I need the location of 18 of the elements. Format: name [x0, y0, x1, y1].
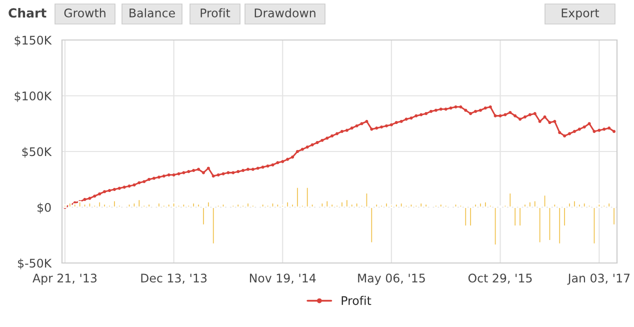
x-tick-label: Jan 03, '17 — [567, 274, 630, 285]
text: Profit — [200, 8, 230, 18]
y-tick-label: $0 — [38, 202, 51, 214]
y-tick-label: $150K — [14, 36, 52, 46]
x-tick-label: Oct 29, '15 — [468, 274, 532, 284]
y-tick-label: $50K — [22, 147, 52, 158]
legend-label: Profit — [342, 296, 372, 306]
y-tick-label: $100K — [14, 91, 52, 102]
text: Balance — [130, 8, 175, 18]
y-tick-label: $-50K — [18, 258, 52, 270]
text: Drawdown — [254, 8, 316, 18]
x-tick-label: Apr 21, '13 — [32, 274, 97, 285]
x-tick-label: Dec 13, '13 — [141, 274, 207, 284]
text: Growth — [64, 8, 106, 18]
text: Export — [562, 8, 600, 20]
chart-title: Chart — [8, 8, 46, 18]
x-tick-label: Nov 19, '14 — [250, 274, 316, 284]
x-tick-label: May 06, '15 — [358, 274, 425, 285]
